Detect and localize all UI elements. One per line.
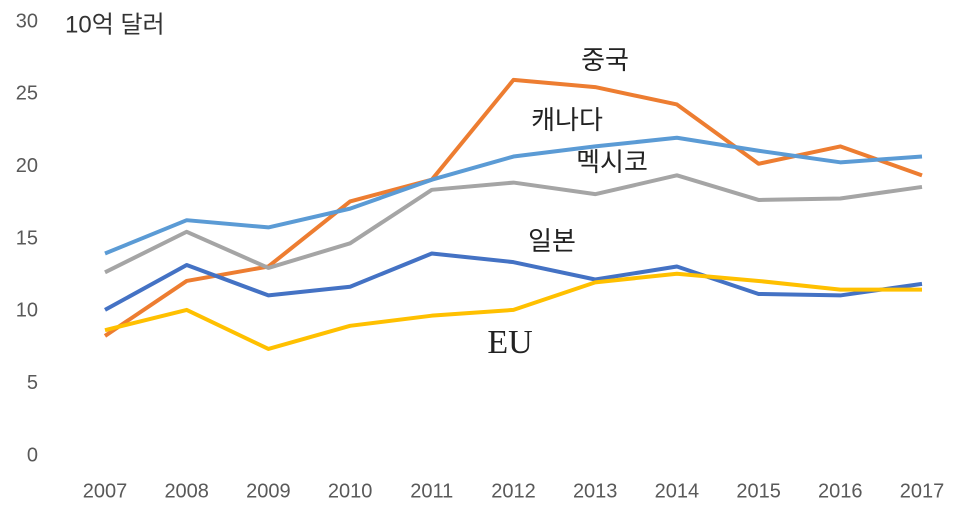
series-line xyxy=(104,271,922,351)
series-label: 캐나다 xyxy=(531,105,603,135)
x-tick-label: 2007 xyxy=(83,480,128,502)
x-tick-label: 2013 xyxy=(573,480,618,502)
y-tick-label: 10 xyxy=(16,300,38,322)
y-tick-label: 25 xyxy=(16,83,38,105)
series-line xyxy=(104,173,923,275)
x-tick-label: 2017 xyxy=(900,480,945,502)
series-label: 일본 xyxy=(528,226,576,256)
x-tick-label: 2011 xyxy=(410,480,453,502)
x-tick-label: 2012 xyxy=(491,480,536,502)
y-axis-label: 10억 달러 xyxy=(65,11,165,38)
x-tick-label: 2016 xyxy=(818,480,863,502)
x-tick-label: 2015 xyxy=(736,480,781,502)
series-label: 멕시코 xyxy=(576,147,648,177)
series-label: 중국 xyxy=(581,45,629,75)
y-tick-label: 15 xyxy=(16,227,38,249)
series-label: EU xyxy=(487,324,532,361)
series-line xyxy=(103,77,923,338)
series-line xyxy=(104,135,923,256)
x-tick-label: 2014 xyxy=(655,480,700,502)
x-tick-label: 2009 xyxy=(246,480,291,502)
series-line xyxy=(104,251,923,312)
y-tick-label: 0 xyxy=(27,444,38,466)
x-tick-label: 2010 xyxy=(328,480,373,502)
y-tick-label: 5 xyxy=(27,372,38,394)
x-tick-label: 2008 xyxy=(164,480,209,502)
y-tick-label: 20 xyxy=(16,155,38,177)
y-tick-label: 30 xyxy=(16,10,38,32)
